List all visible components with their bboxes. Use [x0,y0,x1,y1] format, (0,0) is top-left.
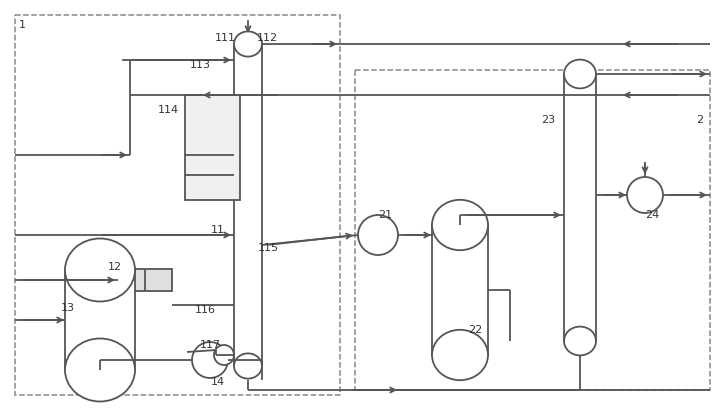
Ellipse shape [564,59,596,88]
Bar [355,70,710,390]
Circle shape [214,345,234,365]
Text: 117: 117 [199,340,221,350]
Bar [564,74,596,341]
Text: 112: 112 [256,33,277,43]
Text: 1: 1 [18,20,25,30]
Text: 2: 2 [697,115,703,125]
Ellipse shape [432,200,488,250]
Ellipse shape [65,238,135,302]
Text: 12: 12 [108,262,122,272]
Bar [118,269,172,291]
Bar [185,95,240,200]
Text: 13: 13 [61,303,75,313]
Ellipse shape [564,326,596,355]
Text: 111: 111 [215,33,235,43]
Ellipse shape [65,339,135,401]
Text: 23: 23 [541,115,555,125]
Bar [65,270,135,370]
Bar [234,44,262,366]
Text: 14: 14 [211,377,225,387]
Text: 21: 21 [378,210,392,220]
Bar [432,225,488,355]
Text: 22: 22 [468,325,482,335]
Ellipse shape [234,31,262,57]
Circle shape [358,215,398,255]
Circle shape [192,342,228,378]
Text: 24: 24 [645,210,659,220]
Ellipse shape [234,353,262,379]
Circle shape [627,177,663,213]
Bar [15,15,340,395]
Text: 114: 114 [157,105,178,115]
Ellipse shape [432,330,488,380]
Text: 11: 11 [211,225,225,235]
Text: 113: 113 [189,60,210,70]
Text: 116: 116 [194,305,215,315]
Text: 115: 115 [258,243,279,253]
